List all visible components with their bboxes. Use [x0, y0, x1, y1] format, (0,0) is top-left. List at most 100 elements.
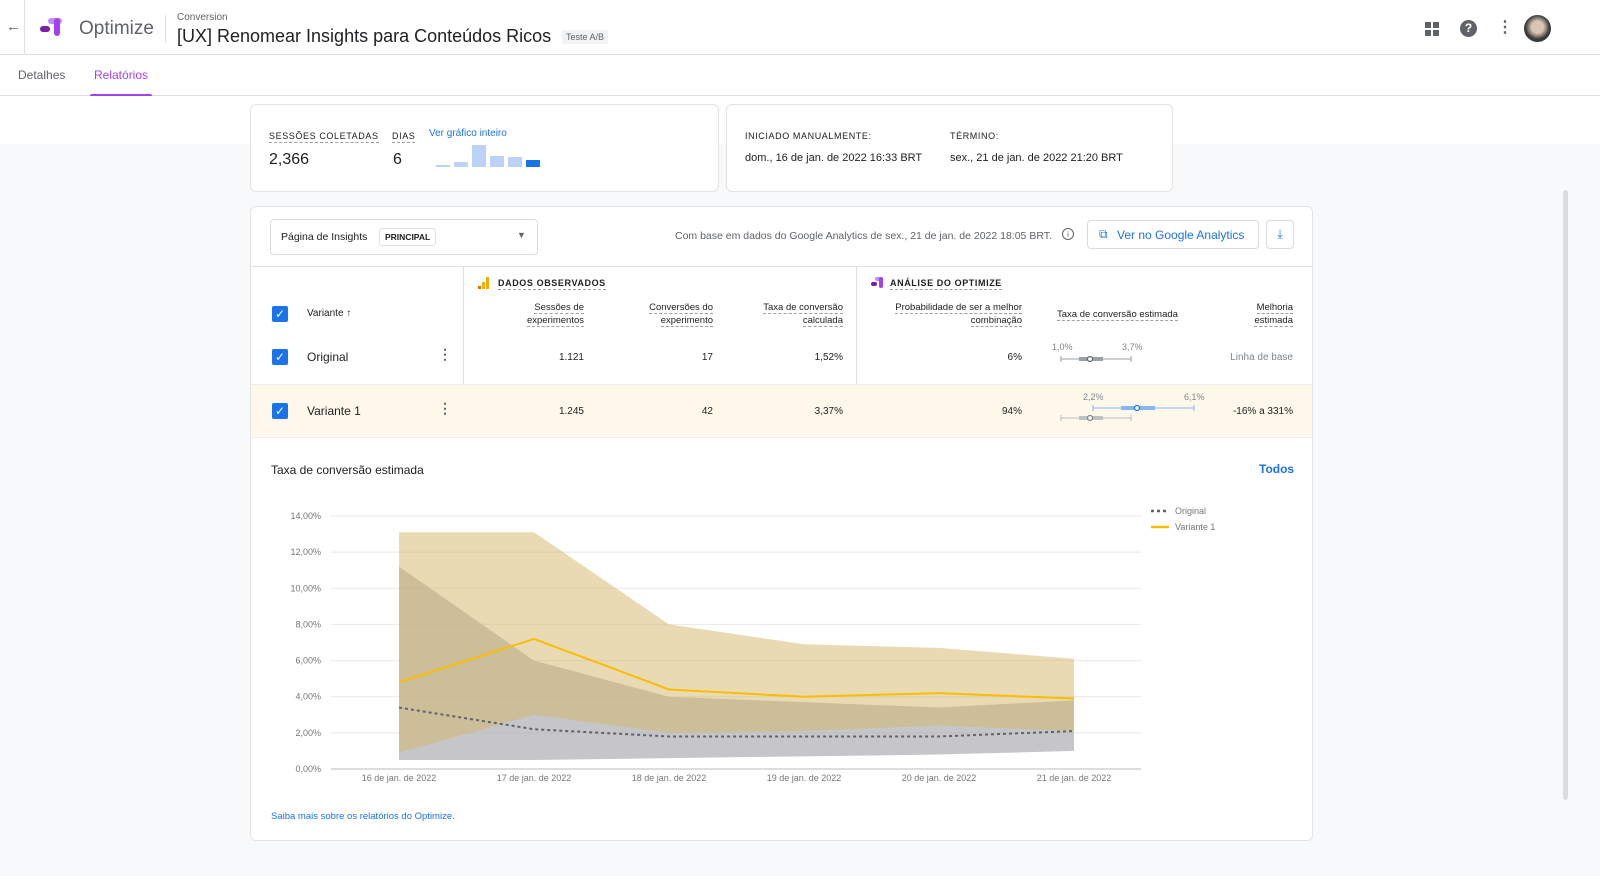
minichart-bar: [508, 157, 522, 167]
series-line-original: [398, 706, 1075, 738]
scrollbar[interactable]: [1563, 190, 1568, 800]
y-tick-label: 10,00%: [290, 583, 321, 593]
started-value: dom., 16 de jan. de 2022 16:33 BRT: [745, 152, 923, 164]
ci-low: 1,0%: [1052, 342, 1073, 352]
conversion-rate-chart: 0,00% 2,00% 4,00% 6,00% 8,00% 10,00% 12,00% 14,…: [290, 506, 1215, 783]
y-tick-label: 2,00%: [295, 728, 321, 738]
select-label: Página de Insights: [281, 231, 368, 243]
row-checkbox[interactable]: ✓: [272, 349, 288, 365]
learn-more-link[interactable]: Saiba mais sobre os relatórios do Optimi…: [271, 811, 455, 822]
improvement-cell: Linha de base: [1230, 352, 1293, 363]
days-value: 6: [393, 151, 402, 168]
legend-label: Variante 1: [1175, 522, 1215, 532]
row-menu-icon[interactable]: ⋮: [438, 346, 452, 362]
observed-data-heading: DADOS OBSERVADOS: [498, 278, 606, 290]
y-tick-label: 14,00%: [290, 511, 321, 521]
open-external-icon: ⧉: [1099, 227, 1108, 241]
minichart-bar: [490, 156, 504, 167]
analytics-icon: [478, 277, 489, 289]
test-type-badge: Teste A/B: [562, 30, 609, 44]
optimize-logo-icon: [40, 18, 62, 36]
y-tick-label: 12,00%: [290, 547, 321, 557]
app-name: Optimize: [79, 18, 154, 39]
y-tick-label: 4,00%: [295, 692, 321, 702]
x-tick-label: 18 de jan. de 2022: [632, 773, 707, 783]
started-label: INICIADO MANUALMENTE:: [745, 131, 872, 141]
probability-cell: 94%: [1001, 406, 1022, 417]
optimize-analysis-heading: ANÁLISE DO OPTIMIZE: [890, 278, 1002, 290]
improvement-cell: -16% a 331%: [1232, 406, 1293, 417]
x-tick-label: 16 de jan. de 2022: [362, 773, 437, 783]
table-row: ✓ Original ⋮ 1.121 17 1,52% 6% 1,0% 3,7%…: [251, 331, 1312, 384]
tab-detalhes[interactable]: Detalhes: [18, 68, 66, 82]
y-tick-label: 0,00%: [295, 764, 321, 774]
row-menu-icon[interactable]: ⋮: [438, 400, 452, 416]
minichart-bar: [454, 161, 468, 167]
tab-relatorios[interactable]: Relatórios: [89, 68, 153, 97]
more-options-icon[interactable]: ⋮: [1497, 19, 1513, 36]
report-card: Página de Insights PRINCIPAL ▼ Com base …: [250, 206, 1313, 841]
select-value: PRINCIPAL: [379, 228, 437, 246]
experiment-type: Conversion: [177, 12, 228, 23]
minichart-bar: [436, 164, 450, 167]
download-button[interactable]: ⤓: [1266, 220, 1294, 249]
sessions-label: SESSÕES COLETADAS: [269, 131, 379, 143]
x-tick-label: 20 de jan. de 2022: [902, 773, 977, 783]
x-tick-label: 21 de jan. de 2022: [1037, 773, 1112, 783]
sessions-cell: 1.245: [558, 406, 584, 417]
rate-column-header[interactable]: Taxa de conversão calculada: [763, 302, 843, 327]
minichart-bar: [526, 160, 540, 167]
sessions-value: 2,366: [269, 151, 310, 168]
ci-high: 3,7%: [1122, 342, 1143, 352]
probability-column-header[interactable]: Probabilidade de ser a melhor combinação: [895, 302, 1022, 327]
dates-card: INICIADO MANUALMENTE: dom., 16 de jan. d…: [726, 104, 1173, 192]
confidence-band-variante-1: [399, 532, 1074, 753]
series-line-variante-1: [398, 637, 1075, 700]
sort-ascending-icon: ↑: [346, 308, 352, 319]
days-label: DIAS: [392, 131, 416, 143]
daily-sessions-minichart[interactable]: [436, 143, 546, 167]
sessions-column-header[interactable]: Sessões de experimentos: [526, 302, 584, 327]
top-bar: ← Optimize Conversion [UX] Renomear Insi…: [0, 0, 1600, 55]
end-label: TÉRMINO:: [950, 131, 999, 141]
rate-cell: 3,37%: [814, 406, 843, 417]
end-value: sex., 21 de jan. de 2022 21:20 BRT: [950, 152, 1123, 164]
dropdown-arrow-icon: ▼: [517, 230, 526, 240]
optimize-icon: [871, 277, 883, 288]
variant-header-label: Variante: [307, 308, 344, 319]
ci-range-bar: [1060, 355, 1132, 363]
info-icon[interactable]: i: [1062, 228, 1074, 240]
page-title: [UX] Renomear Insights para Conteúdos Ri…: [177, 26, 552, 46]
sessions-summary-card: SESSÕES COLETADAS 2,366 DIAS 6 Ver gráfi…: [250, 104, 719, 192]
improvement-column-header[interactable]: Melhoria estimada: [1254, 302, 1293, 327]
apps-grid-icon[interactable]: [1425, 22, 1439, 36]
x-tick-label: 17 de jan. de 2022: [497, 773, 572, 783]
conversions-cell: 17: [701, 352, 713, 363]
probability-cell: 6%: [1007, 352, 1022, 363]
variant-name: Variante 1: [307, 404, 361, 418]
back-arrow-icon[interactable]: ←: [6, 18, 21, 35]
sessions-cell: 1.121: [558, 352, 584, 363]
insights-page-select[interactable]: Página de Insights PRINCIPAL ▼: [270, 219, 538, 255]
table-row: ✓ Variante 1 ⋮ 1.245 42 3,37% 94% 2,2% 6…: [251, 384, 1312, 438]
y-tick-label: 6,00%: [295, 656, 321, 666]
estimated-rate-column-header[interactable]: Taxa de conversão estimada: [1057, 309, 1178, 321]
full-chart-link[interactable]: Ver gráfico inteiro: [429, 128, 507, 139]
row-checkbox[interactable]: ✓: [272, 403, 288, 419]
rate-cell: 1,52%: [814, 352, 843, 363]
tab-bar: Detalhes Relatórios: [0, 55, 1600, 97]
filter-all-button[interactable]: Todos: [1259, 462, 1295, 476]
help-icon[interactable]: ?: [1460, 20, 1477, 37]
conversions-column-header[interactable]: Conversões do experimento: [649, 302, 713, 327]
variant-name: Original: [307, 350, 349, 364]
ci-range-bar: [1060, 404, 1195, 422]
select-all-checkbox[interactable]: ✓: [272, 306, 288, 322]
data-source-note: Com base em dados do Google Analytics de…: [675, 230, 1052, 242]
ci-low: 2,2%: [1083, 392, 1104, 402]
variant-column-header[interactable]: Variante ↑: [307, 308, 351, 319]
user-avatar[interactable]: [1524, 15, 1551, 42]
ci-high: 6,1%: [1184, 392, 1205, 402]
minichart-bar: [472, 145, 486, 167]
view-in-ga-button[interactable]: ⧉ Ver no Google Analytics: [1087, 220, 1259, 249]
conversions-cell: 42: [701, 406, 713, 417]
